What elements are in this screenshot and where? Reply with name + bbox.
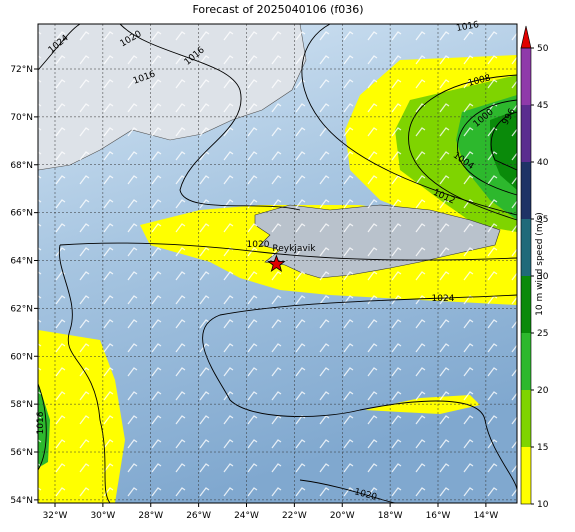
y-tick-label: 64°N — [10, 257, 33, 267]
colorbar-tick-label: 40 — [537, 158, 549, 168]
isobar-label: 1016 — [36, 411, 46, 434]
isobar-label: 1024 — [432, 294, 455, 304]
y-tick-label: 66°N — [10, 209, 33, 219]
city-marker — [267, 254, 286, 272]
y-tick-label: 54°N — [10, 496, 33, 506]
y-tick-label: 62°N — [10, 304, 33, 314]
colorbar-segment — [521, 447, 531, 504]
colorbar-segment — [521, 219, 531, 276]
colorbar-segment — [521, 48, 531, 105]
isobar-label: 1020 — [247, 240, 270, 250]
isobar — [37, 23, 81, 71]
isobar — [301, 23, 518, 216]
isobar — [59, 242, 518, 261]
colorbar-segment — [521, 105, 531, 162]
x-tick-label: 26°W — [186, 511, 211, 521]
isobar — [408, 74, 518, 221]
x-tick-label: 18°W — [378, 511, 403, 521]
isobar — [119, 23, 301, 211]
isobar — [490, 111, 518, 171]
y-tick-label: 72°N — [10, 65, 33, 75]
x-tick-label: 16°W — [426, 511, 451, 521]
y-tick-label: 56°N — [10, 448, 33, 458]
colorbar-segment — [521, 276, 531, 333]
x-tick-label: 20°W — [330, 511, 355, 521]
colorbar-tick-label: 50 — [537, 44, 549, 54]
map-area: 1024 1020 1016 1016 1016 1008 1000 996 1… — [36, 20, 518, 504]
colorbar-tick-label: 25 — [537, 329, 548, 339]
isobar — [58, 244, 111, 504]
isobar — [202, 294, 518, 491]
map-frame — [37, 23, 518, 504]
x-tick-label: 28°W — [138, 511, 163, 521]
colorbar-tick-label: 10 — [537, 500, 549, 510]
x-tick-label: 22°W — [282, 511, 307, 521]
x-tick-label: 24°W — [234, 511, 259, 521]
map-title: Forecast of 2025040106 (f036) — [192, 3, 363, 16]
x-tick-label: 30°W — [90, 511, 115, 521]
colorbar-segment — [521, 333, 531, 390]
colorbar-tick-label: 30 — [537, 272, 549, 282]
colorbar-tick-label: 35 — [537, 215, 548, 225]
x-tick-label: 32°W — [43, 511, 68, 521]
y-tick-label: 60°N — [10, 352, 33, 362]
y-tick-label: 70°N — [10, 113, 33, 123]
colorbar-label: 10 m wind speed (m/s) — [535, 212, 545, 316]
colorbar-tick-label: 45 — [537, 101, 548, 111]
colorbar-segment — [521, 390, 531, 447]
colorbar-tick-label: 20 — [537, 386, 549, 396]
colorbar-tick-label: 15 — [537, 443, 548, 453]
isobar — [299, 479, 396, 504]
x-tick-label: 14°W — [473, 511, 498, 521]
colorbar-extend — [520, 25, 532, 49]
isobar — [457, 99, 518, 196]
isobar — [37, 383, 47, 471]
city-label: Reykjavik — [272, 244, 316, 254]
y-tick-label: 68°N — [10, 161, 33, 171]
colorbar-segment — [521, 162, 531, 219]
y-tick-label: 58°N — [10, 400, 33, 410]
